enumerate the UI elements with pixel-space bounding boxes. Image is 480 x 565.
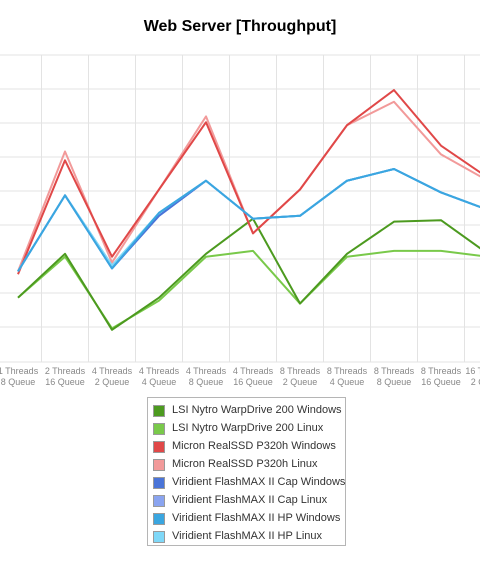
legend-swatch: [153, 531, 165, 543]
legend: LSI Nytro WarpDrive 200 Windows LSI Nytro…: [147, 397, 346, 546]
x-tick-label: 1 Threads 8 Queue: [0, 366, 39, 387]
legend-swatch: [153, 441, 165, 453]
legend-swatch: [153, 405, 165, 417]
legend-label: LSI Nytro WarpDrive 200 Windows: [172, 404, 342, 416]
legend-label: Viridient FlashMAX II Cap Windows: [172, 476, 346, 488]
line-chart: 1 Threads 8 Queue 2 Threads 16 Queue 4 Threa…: [0, 54, 480, 387]
x-tick-label: 4 Threads 4 Queue: [139, 366, 180, 387]
series-line-4: [17, 100, 480, 272]
legend-swatch: [153, 513, 165, 525]
chart-title: Web Server [Throughput]: [143, 18, 337, 35]
x-tick-label: 2 Threads 16 Queue: [45, 366, 86, 387]
series-layer: [17, 89, 480, 331]
grid-layer: [0, 54, 480, 363]
series-line-1: [17, 217, 480, 331]
x-tick-label: 8 Threads 2 Queue: [280, 366, 321, 387]
legend-label: Viridient FlashMAX II HP Linux: [172, 530, 322, 542]
legend-label: Viridient FlashMAX II Cap Linux: [172, 494, 328, 506]
legend-label: Micron RealSSD P320h Linux: [172, 458, 318, 470]
x-tick-label: 8 Threads 8 Queue: [374, 366, 415, 387]
legend-label: Micron RealSSD P320h Windows: [172, 440, 336, 452]
legend-swatch: [153, 477, 165, 489]
x-tick-label: 8 Threads 4 Queue: [327, 366, 368, 387]
series-line-7: [17, 168, 480, 272]
x-tick-labels: 1 Threads 8 Queue 2 Threads 16 Queue 4 Threa…: [0, 366, 480, 387]
legend-label: LSI Nytro WarpDrive 200 Linux: [172, 422, 324, 434]
x-tick-label: 4 Threads 16 Queue: [233, 366, 274, 387]
legend-swatch: [153, 495, 165, 507]
x-tick-label: 8 Threads 16 Queue: [421, 366, 462, 387]
legend-label: Viridient FlashMAX II HP Windows: [172, 512, 341, 524]
legend-swatch: [153, 459, 165, 471]
series-line-3: [17, 89, 480, 275]
x-tick-label: 4 Threads 2 Queue: [92, 366, 133, 387]
legend-swatch: [153, 423, 165, 435]
x-tick-label: 4 Threads 8 Queue: [186, 366, 227, 387]
